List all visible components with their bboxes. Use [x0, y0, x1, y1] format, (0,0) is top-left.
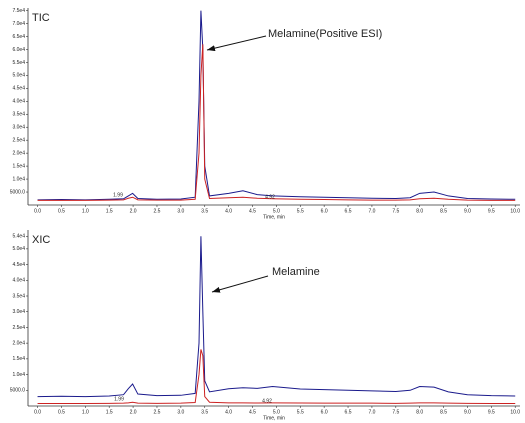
- x-tick-label: 3.5: [201, 409, 208, 415]
- x-tick-label: 1.5: [106, 409, 113, 415]
- x-tick-label: 4.0: [225, 409, 232, 415]
- x-tick-label: 4.5: [249, 208, 256, 214]
- y-tick-label: 1.0e4: [12, 176, 25, 182]
- annotation: 4.92: [265, 194, 275, 200]
- x-tick-label: 7.0: [368, 409, 375, 415]
- y-tick-label: 2.0e4: [12, 150, 25, 156]
- y-tick-label: 4.0e4: [12, 278, 25, 284]
- x-tick-label: 7.5: [392, 208, 399, 214]
- x-tick-label: 7.5: [392, 409, 399, 415]
- trace: [37, 349, 516, 404]
- annotation: Melamine: [272, 266, 320, 278]
- y-tick-label: 3.5e4: [12, 112, 25, 118]
- y-tick-label: 5.4e4: [12, 234, 25, 240]
- x-tick-label: 6.5: [345, 208, 352, 214]
- x-tick-label: 3.0: [177, 409, 184, 415]
- arrow: [206, 35, 267, 52]
- y-tick-label: 4.5e4: [12, 262, 25, 268]
- x-tick-label: 6.0: [321, 208, 328, 214]
- x-tick-label: 0.5: [58, 409, 65, 415]
- x-tick-label: 9.5: [488, 208, 495, 214]
- x-tick-label: 7.0: [368, 208, 375, 214]
- x-tick-label: 4.0: [225, 208, 232, 214]
- x-tick-label: 10.0: [510, 208, 520, 214]
- y-tick-label: 5.0e4: [12, 73, 25, 79]
- annotation: 4.92: [262, 398, 272, 404]
- y-tick-label: 3.0e4: [12, 309, 25, 315]
- x-tick-label: 8.0: [416, 208, 423, 214]
- arrow: [211, 275, 269, 293]
- x-tick-label: 3.0: [177, 208, 184, 214]
- x-tick-label: 1.0: [82, 208, 89, 214]
- trace: [37, 44, 516, 201]
- y-tick-label: 1.5e4: [12, 163, 25, 169]
- x-tick-label: 2.5: [153, 208, 160, 214]
- x-tick-label: 8.5: [440, 208, 447, 214]
- y-tick-label: 7.0e4: [12, 21, 25, 27]
- y-tick-label: 2.5e4: [12, 138, 25, 144]
- x-tick-label: 8.5: [440, 409, 447, 415]
- x-tick-label: 5.5: [297, 208, 304, 214]
- y-tick-label: 2.5e4: [12, 325, 25, 331]
- annotation: Melamine(Positive ESI): [268, 28, 382, 40]
- x-tick-label: 9.5: [488, 409, 495, 415]
- x-tick-label: 2.0: [130, 208, 137, 214]
- trace: [37, 236, 516, 398]
- x-tick-label: 9.0: [464, 409, 471, 415]
- y-tick-label: 2.0e4: [12, 340, 25, 346]
- x-axis-label: Time, min: [263, 415, 285, 421]
- y-tick-label: 5.0e4: [12, 246, 25, 252]
- x-tick-label: 5.5: [297, 409, 304, 415]
- x-tick-label: 2.5: [153, 409, 160, 415]
- y-tick-label: 5000.0: [10, 189, 26, 195]
- y-tick-label: 7.5e4: [12, 8, 25, 14]
- annotation: 1.99: [113, 192, 123, 198]
- x-axis-label: Time, min: [263, 214, 285, 220]
- x-tick-label: 1.0: [82, 409, 89, 415]
- x-tick-label: 5.0: [273, 208, 280, 214]
- y-tick-label: 1.0e4: [12, 372, 25, 378]
- x-tick-label: 6.5: [345, 409, 352, 415]
- x-tick-label: 0.5: [58, 208, 65, 214]
- y-tick-label: 3.5e4: [12, 293, 25, 299]
- x-tick-label: 0.0: [34, 409, 41, 415]
- x-tick-label: 0.0: [34, 208, 41, 214]
- y-tick-label: 5.5e4: [12, 60, 25, 66]
- x-tick-label: 1.5: [106, 208, 113, 214]
- annotation: 1.99: [114, 396, 124, 402]
- x-tick-label: 4.5: [249, 409, 256, 415]
- x-tick-label: 6.0: [321, 409, 328, 415]
- x-tick-label: 5.0: [273, 409, 280, 415]
- annotation: TIC: [32, 12, 50, 24]
- x-tick-label: 8.0: [416, 409, 423, 415]
- y-tick-label: 3.0e4: [12, 125, 25, 131]
- y-tick-label: 5000.0: [10, 388, 26, 394]
- y-tick-label: 6.0e4: [12, 47, 25, 53]
- x-tick-label: 10.0: [510, 409, 520, 415]
- x-tick-label: 2.0: [130, 409, 137, 415]
- y-tick-label: 1.5e4: [12, 356, 25, 362]
- annotation: XIC: [32, 234, 50, 246]
- y-tick-label: 6.5e4: [12, 34, 25, 40]
- x-tick-label: 9.0: [464, 208, 471, 214]
- trace: [37, 10, 516, 201]
- x-tick-label: 3.5: [201, 208, 208, 214]
- y-tick-label: 4.5e4: [12, 86, 25, 92]
- y-tick-label: 4.0e4: [12, 99, 25, 105]
